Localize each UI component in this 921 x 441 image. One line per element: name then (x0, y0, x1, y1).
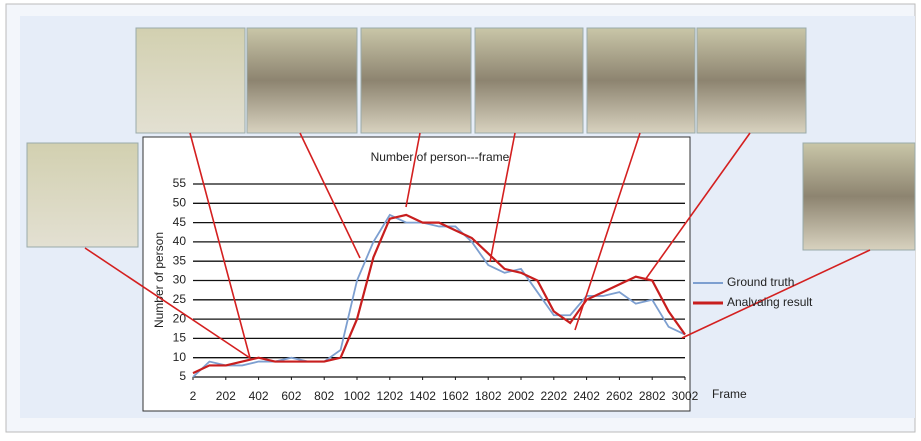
photo (475, 28, 583, 133)
x-tick-label: 1002 (344, 389, 371, 403)
x-tick-label: 2002 (508, 389, 535, 403)
photo (136, 28, 245, 133)
x-tick-label: 1202 (376, 389, 403, 403)
y-tick-label: 15 (173, 331, 187, 345)
photo (803, 143, 915, 250)
y-tick-label: 25 (173, 292, 187, 306)
x-tick-label: 1802 (475, 389, 502, 403)
y-tick-label: 35 (173, 253, 187, 267)
y-tick-label: 5 (179, 369, 186, 383)
photo (247, 28, 357, 133)
x-tick-label: 1402 (409, 389, 436, 403)
x-tick-label: 402 (249, 389, 269, 403)
x-tick-label: 2602 (606, 389, 633, 403)
legend-label: Ground truth (727, 275, 794, 289)
x-tick-label: 3002 (672, 389, 699, 403)
chart-title: Number of person---frame (371, 150, 510, 164)
photo (361, 28, 471, 133)
x-tick-label: 2 (190, 389, 197, 403)
y-tick-label: 45 (173, 215, 187, 229)
y-tick-label: 40 (173, 234, 187, 248)
y-tick-label: 30 (173, 273, 187, 287)
y-tick-label: 55 (173, 176, 187, 190)
photo (27, 143, 138, 247)
photo (587, 28, 695, 133)
x-tick-label: 1602 (442, 389, 469, 403)
photo (697, 28, 806, 133)
x-tick-label: 2802 (639, 389, 666, 403)
x-tick-label: 2202 (540, 389, 567, 403)
x-tick-label: 602 (281, 389, 301, 403)
y-axis-label: Number of person (152, 232, 166, 328)
x-axis-label: Frame (712, 387, 747, 401)
chart-box (143, 137, 690, 411)
figure: Number of person---frame Number of perso… (0, 0, 921, 436)
legend-label: Analvaing result (727, 295, 813, 309)
x-tick-label: 2402 (573, 389, 600, 403)
x-tick-label: 202 (216, 389, 236, 403)
y-tick-label: 50 (173, 195, 187, 209)
x-tick-label: 802 (314, 389, 334, 403)
y-tick-label: 10 (173, 350, 187, 364)
